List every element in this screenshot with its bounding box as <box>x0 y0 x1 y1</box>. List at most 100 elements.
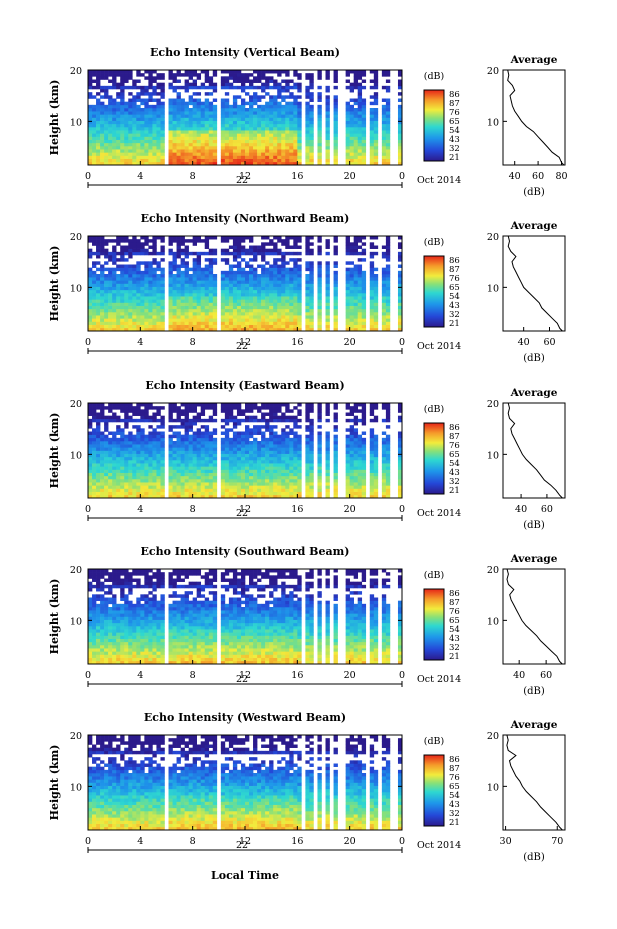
heatmap-cell <box>253 146 258 150</box>
heatmap-cell <box>104 123 109 128</box>
heatmap-cell <box>188 73 193 77</box>
heatmap-cell <box>317 296 322 300</box>
heatmap-cell <box>325 136 330 140</box>
heatmap-cell <box>397 327 403 332</box>
heatmap-cell <box>305 264 310 268</box>
heatmap-cell <box>160 120 165 125</box>
heatmap-cell <box>297 73 302 77</box>
heatmap-cell <box>325 127 330 131</box>
heatmap-cell <box>253 251 258 256</box>
heatmap-cell <box>333 120 338 125</box>
heatmap-cell <box>92 412 97 416</box>
heatmap-cell <box>381 283 387 287</box>
heatmap-cell <box>212 136 218 140</box>
heatmap-cell <box>92 114 97 118</box>
average-frame <box>502 235 566 332</box>
heatmap-cell <box>176 242 181 246</box>
heatmap-cell <box>281 482 286 486</box>
heatmap-cell <box>96 239 101 243</box>
heatmap-cell <box>124 324 129 329</box>
heatmap-cell <box>176 152 181 156</box>
heatmap-cell <box>176 299 181 303</box>
heatmap-cell <box>168 101 173 106</box>
heatmap-cell <box>212 418 218 423</box>
heatmap-cell <box>345 73 350 77</box>
heatmap-cell <box>112 469 117 473</box>
heatmap-cell <box>245 108 250 112</box>
heatmap-cell <box>289 142 294 147</box>
heatmap-cell <box>200 475 206 480</box>
heatmap-cell <box>136 289 141 294</box>
heatmap-cell <box>88 283 93 287</box>
heatmap-cell <box>176 98 181 102</box>
heatmap-cell <box>325 161 330 166</box>
heatmap-cell <box>397 324 403 329</box>
heatmap-cell <box>253 248 258 253</box>
heatmap-cell <box>333 475 338 480</box>
heatmap-cell <box>100 286 105 291</box>
heatmap-cell <box>289 108 294 112</box>
heatmap-cell <box>96 130 101 134</box>
heatmap-cell <box>180 286 185 291</box>
heatmap-cell <box>116 296 121 300</box>
heatmap-cell <box>277 274 282 278</box>
heatmap-cell <box>257 149 262 153</box>
heatmap-cell <box>108 114 113 118</box>
heatmap-cell <box>180 425 185 429</box>
heatmap-cell <box>245 264 250 268</box>
heatmap-cell <box>317 245 322 249</box>
heatmap-cell <box>281 475 286 480</box>
heatmap-cell <box>168 463 173 467</box>
heatmap-cell <box>285 431 290 435</box>
heatmap-cell <box>140 469 145 473</box>
heatmap-cell <box>269 412 274 416</box>
heatmap-cell <box>297 482 302 486</box>
heatmap-cell <box>144 251 149 256</box>
heatmap-cell <box>285 305 290 310</box>
heatmap-cell <box>381 149 387 153</box>
heatmap-cell <box>249 73 254 77</box>
heatmap-cell <box>208 111 214 115</box>
heatmap-cell <box>345 130 350 134</box>
heatmap-cell <box>104 425 109 429</box>
heatmap-cell <box>325 289 330 294</box>
heatmap-cell <box>204 104 210 109</box>
heatmap-cell <box>100 146 105 150</box>
heatmap-cell <box>188 469 193 473</box>
heatmap-cell <box>317 248 322 253</box>
heatmap-cell <box>108 479 113 483</box>
heatmap-cell <box>148 149 153 153</box>
heatmap-cell <box>180 403 185 407</box>
heatmap-cell <box>220 85 226 90</box>
heatmap-cell <box>224 293 230 297</box>
heatmap-cell <box>309 447 314 451</box>
heatmap-cell <box>100 123 105 128</box>
heatmap-cell <box>265 296 270 300</box>
heatmap-cell <box>385 120 391 125</box>
heatmap-cell <box>156 120 161 125</box>
heatmap-cell <box>124 450 129 454</box>
heatmap-cell <box>357 85 363 90</box>
heatmap-cell <box>265 101 270 106</box>
heatmap-cell <box>232 494 238 499</box>
heatmap-cell <box>281 315 286 319</box>
heatmap-cell <box>136 130 141 134</box>
heatmap-cell <box>144 146 149 150</box>
heatmap-cell <box>224 475 230 480</box>
heatmap-cell <box>144 111 149 115</box>
heatmap-cell <box>144 104 149 109</box>
heatmap-cell <box>172 466 177 470</box>
heatmap-cell <box>140 248 145 253</box>
heatmap-cell <box>108 142 113 147</box>
heatmap-cell <box>269 312 274 316</box>
heatmap-cell <box>325 312 330 316</box>
heatmap-cell <box>156 494 161 499</box>
heatmap-cell <box>397 270 403 275</box>
heatmap-cell <box>220 101 226 106</box>
heatmap-cell <box>349 155 354 159</box>
heatmap-cell <box>285 318 290 322</box>
heatmap-cell <box>265 111 270 115</box>
heatmap-cell <box>265 76 270 80</box>
heatmap-cell <box>273 242 278 246</box>
heatmap-cell <box>289 245 294 249</box>
